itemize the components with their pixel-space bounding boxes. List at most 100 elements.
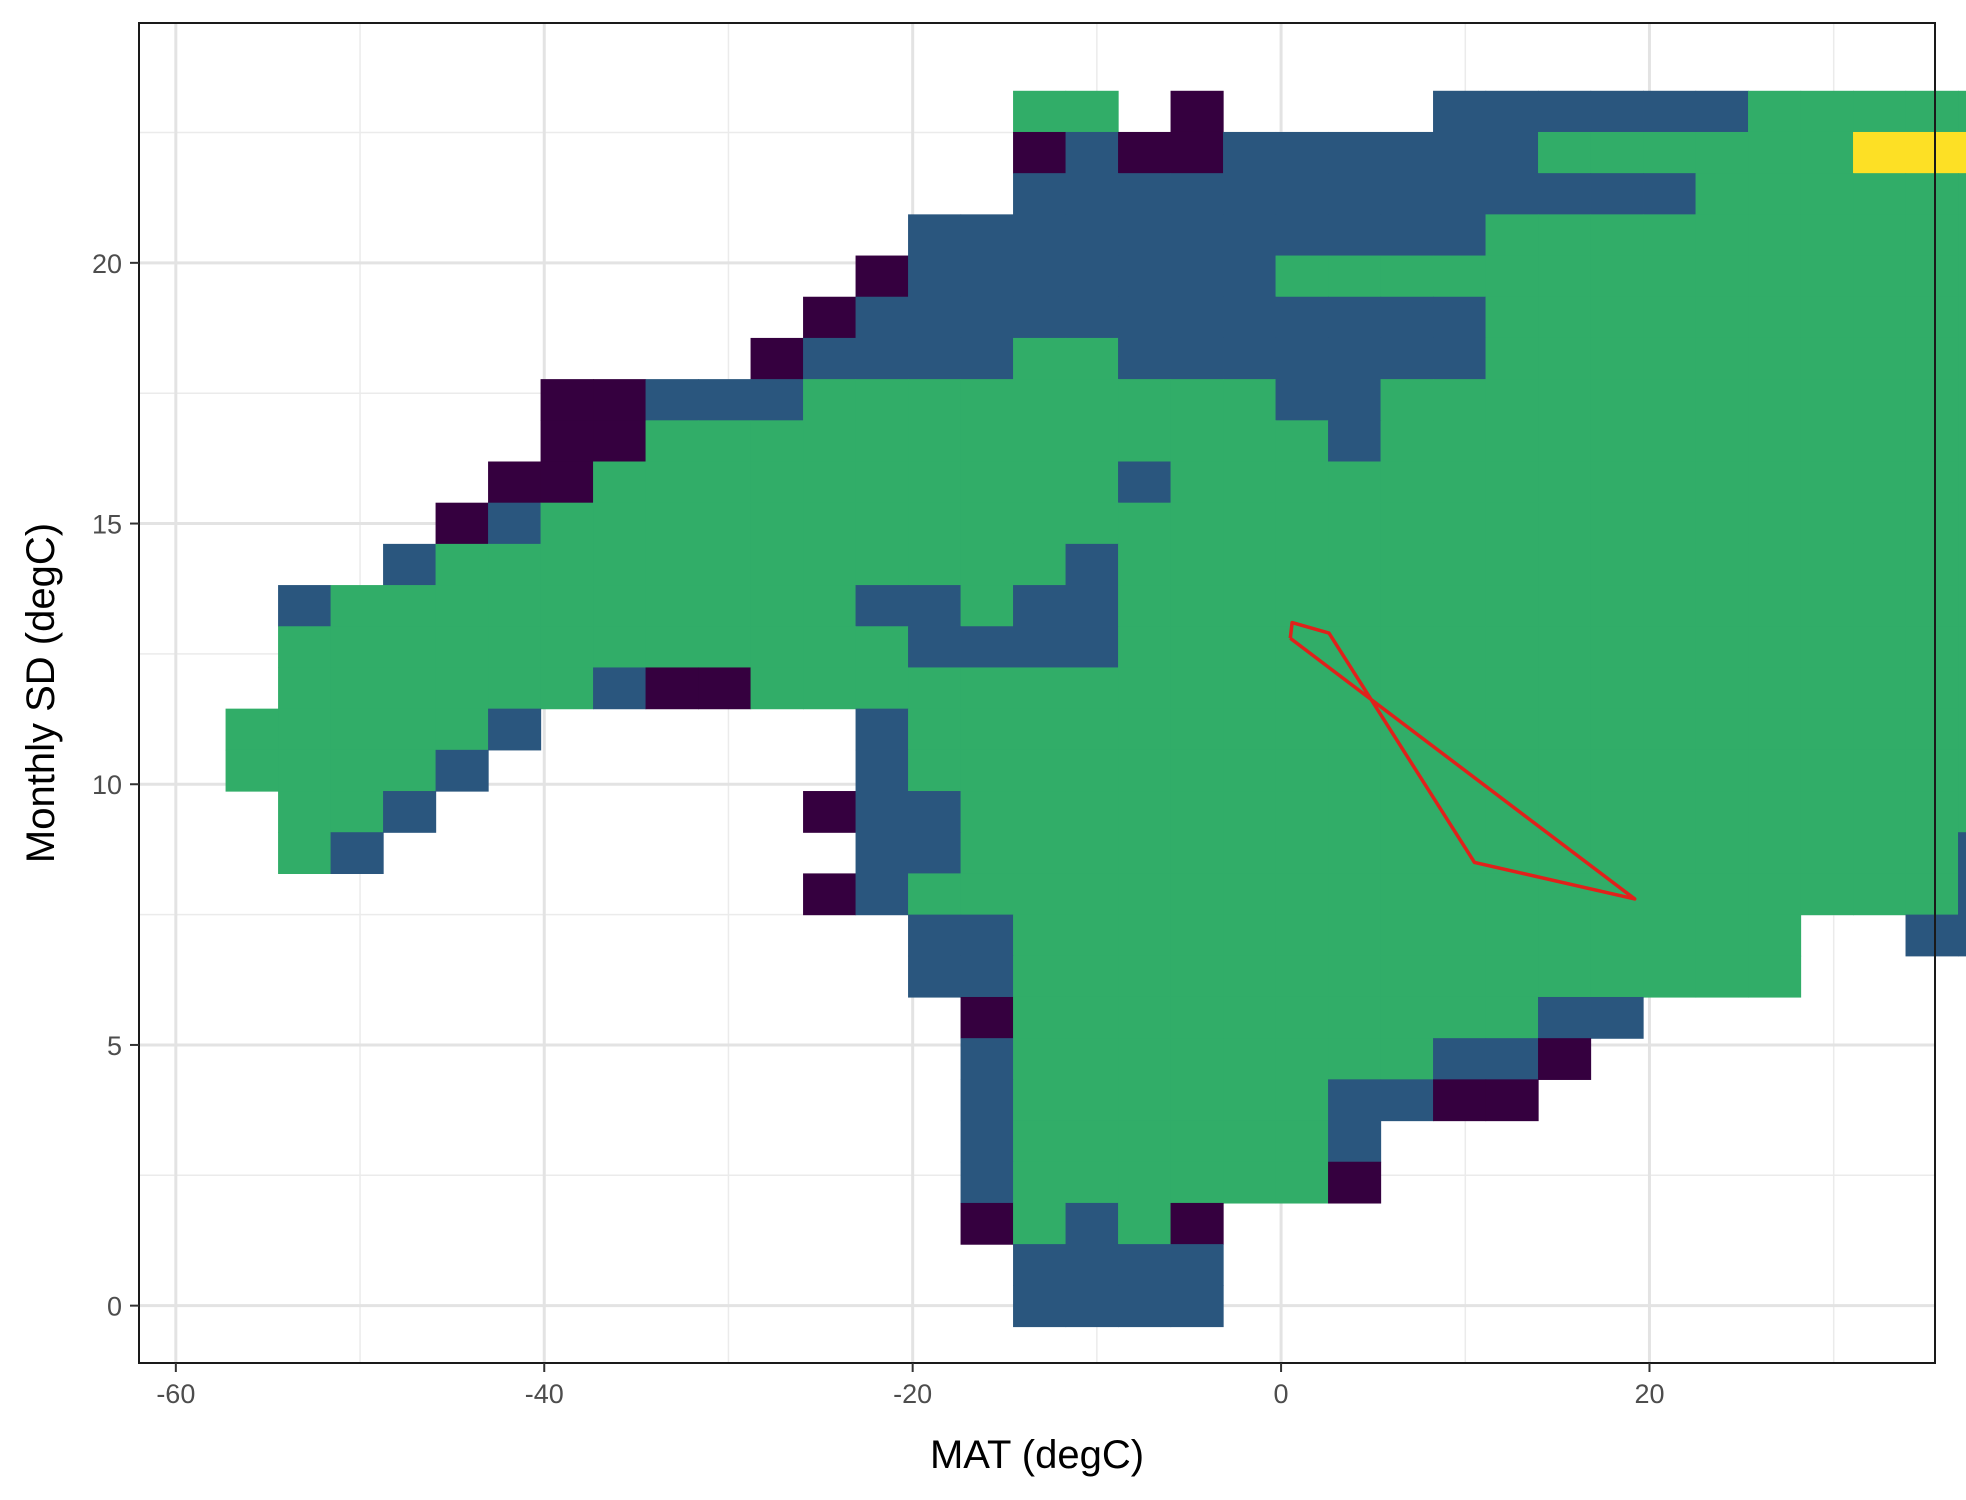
heatmap-cell-C bbox=[1800, 90, 1854, 133]
heatmap-cell-C bbox=[1013, 461, 1067, 504]
heatmap-cell-C bbox=[1590, 955, 1644, 998]
heatmap-cell-C bbox=[1748, 626, 1802, 669]
heatmap-cell-C bbox=[1958, 626, 1966, 669]
heatmap-cell-C bbox=[698, 502, 752, 545]
heatmap-cell-C bbox=[1118, 1038, 1172, 1080]
heatmap-cell-C bbox=[1065, 955, 1119, 998]
heatmap-cell-B bbox=[750, 379, 804, 421]
heatmap-cell-B bbox=[1275, 173, 1329, 215]
heatmap-cell-C bbox=[1905, 90, 1959, 133]
heatmap-cell-C bbox=[1433, 955, 1487, 998]
heatmap-cell-B bbox=[960, 955, 1014, 998]
heatmap-cell-C bbox=[960, 502, 1014, 545]
heatmap-cell-B bbox=[1275, 379, 1329, 421]
heatmap-cell-C bbox=[1905, 502, 1959, 545]
heatmap-cell-C bbox=[1433, 626, 1487, 669]
heatmap-cell-C bbox=[1433, 873, 1487, 916]
heatmap-cell-A bbox=[540, 420, 594, 463]
heatmap-cell-C bbox=[1695, 502, 1749, 545]
heatmap-cell-C bbox=[1800, 626, 1854, 669]
heatmap-cell-C bbox=[1065, 667, 1119, 710]
heatmap-cell-C bbox=[960, 873, 1014, 916]
heatmap-cell-C bbox=[1590, 379, 1644, 421]
heatmap-cell-C bbox=[593, 461, 647, 504]
heatmap-cell-B bbox=[1065, 585, 1119, 627]
heatmap-cell-C bbox=[1065, 832, 1119, 875]
heatmap-cell-B bbox=[1170, 214, 1224, 257]
y-tick-label: 15 bbox=[92, 510, 122, 540]
heatmap-cell-C bbox=[1380, 420, 1434, 463]
heatmap-cell-C bbox=[1800, 791, 1854, 833]
heatmap-cell-C bbox=[1853, 90, 1907, 133]
heatmap-cell-C bbox=[1170, 1079, 1224, 1122]
heatmap-cell-C bbox=[1223, 1038, 1277, 1080]
heatmap-cell-B bbox=[908, 626, 962, 669]
heatmap-cell-B bbox=[1065, 173, 1119, 215]
heatmap-cell-C bbox=[1328, 791, 1382, 833]
heatmap-cell-C bbox=[960, 420, 1014, 463]
heatmap-cell-C bbox=[1538, 708, 1592, 751]
heatmap-cell-C bbox=[908, 502, 962, 545]
heatmap-cell-B bbox=[698, 379, 752, 421]
heatmap-cell-C bbox=[1328, 543, 1382, 586]
heatmap-cell-C bbox=[1013, 749, 1067, 792]
heatmap-cell-B bbox=[1433, 173, 1487, 215]
heatmap-cell-A bbox=[750, 337, 804, 380]
heatmap-cell-B bbox=[1433, 296, 1487, 339]
heatmap-cell-A bbox=[803, 296, 857, 339]
heatmap-cell-B bbox=[1485, 90, 1539, 133]
heatmap-cell-B bbox=[855, 832, 909, 875]
heatmap-cell-B bbox=[1328, 131, 1382, 174]
heatmap-cell-C bbox=[1695, 749, 1749, 792]
heatmap-cell-C bbox=[1590, 543, 1644, 586]
heatmap-cell-B bbox=[908, 955, 962, 998]
y-tick-label: 5 bbox=[107, 1031, 122, 1061]
heatmap-cell-B bbox=[960, 914, 1014, 957]
heatmap-cell-C bbox=[1590, 626, 1644, 669]
heatmap-cell-A bbox=[698, 667, 752, 710]
heatmap-cell-C bbox=[1643, 791, 1697, 833]
heatmap-cell-B bbox=[1485, 173, 1539, 215]
heatmap-cell-C bbox=[1905, 543, 1959, 586]
heatmap-cell-C bbox=[1328, 873, 1382, 916]
heatmap-cell-C bbox=[1958, 585, 1966, 627]
heatmap-cell-C bbox=[908, 543, 962, 586]
heatmap-cell-C bbox=[1485, 502, 1539, 545]
heatmap-cell-C bbox=[1380, 791, 1434, 833]
heatmap-cell-C bbox=[1170, 1120, 1224, 1163]
heatmap-cell-C bbox=[1065, 379, 1119, 421]
heatmap-cell-B bbox=[908, 214, 962, 257]
heatmap-cell-C bbox=[1223, 832, 1277, 875]
heatmap-cell-C bbox=[1695, 832, 1749, 875]
heatmap-cell-B bbox=[1695, 90, 1749, 133]
heatmap-cell-C bbox=[1643, 708, 1697, 751]
heatmap-cell-C bbox=[855, 502, 909, 545]
heatmap-cell-C bbox=[803, 585, 857, 627]
heatmap-cell-B bbox=[1538, 90, 1592, 133]
heatmap-cell-C bbox=[960, 708, 1014, 751]
heatmap-cell-C bbox=[1275, 420, 1329, 463]
heatmap-cell-B bbox=[855, 585, 909, 627]
heatmap-cell-C bbox=[1065, 90, 1119, 133]
heatmap-cell-B bbox=[1433, 90, 1487, 133]
heatmap-cell-C bbox=[1118, 832, 1172, 875]
heatmap-cell-C bbox=[1748, 708, 1802, 751]
x-tick-label: -60 bbox=[156, 1379, 195, 1409]
heatmap-cell-C bbox=[1328, 996, 1382, 1039]
heatmap-cell-C bbox=[645, 502, 699, 545]
heatmap-cell-C bbox=[1485, 955, 1539, 998]
heatmap-cell-C bbox=[1853, 667, 1907, 710]
heatmap-cell-C bbox=[1590, 708, 1644, 751]
heatmap-cell-C bbox=[383, 749, 437, 792]
heatmap-cell-C bbox=[1958, 420, 1966, 463]
heatmap-cell-B bbox=[855, 873, 909, 916]
heatmap-cell-C bbox=[1065, 914, 1119, 957]
heatmap-cell-A bbox=[1170, 90, 1224, 133]
heatmap-cell-B bbox=[1013, 296, 1067, 339]
heatmap-cell-C bbox=[1538, 791, 1592, 833]
heatmap-cell-C bbox=[1433, 708, 1487, 751]
heatmap-cell-C bbox=[1590, 585, 1644, 627]
heatmap-cell-C bbox=[1853, 461, 1907, 504]
heatmap-cell-B bbox=[1485, 131, 1539, 174]
heatmap-cell-B bbox=[1223, 337, 1277, 380]
